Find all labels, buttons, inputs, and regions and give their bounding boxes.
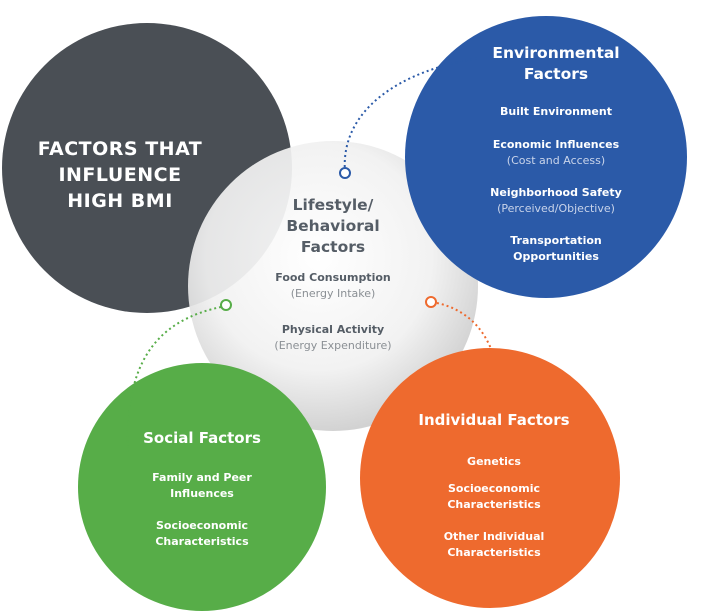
- transportation-label-2: Opportunities: [513, 250, 599, 263]
- environmental-item-built: Built Environment: [456, 104, 656, 120]
- individual-item-other: Other Individual Characteristics: [394, 529, 594, 561]
- lifestyle-item-food: Food Consumption (Energy Intake): [238, 270, 428, 302]
- individual-circle: [360, 348, 620, 608]
- environmental-item-economic: Economic Influences (Cost and Access): [456, 137, 656, 169]
- title-line-1: FACTORS THAT: [37, 138, 203, 160]
- social-heading: Social Factors: [143, 429, 261, 447]
- individual-socioeconomic-label: Socioeconomic: [447, 482, 540, 495]
- physical-activity-detail: (Energy Expenditure): [274, 339, 392, 352]
- main-title: FACTORS THAT INFLUENCE HIGH BMI: [20, 136, 220, 214]
- social-socioeconomic-label: Socioeconomic: [155, 519, 248, 532]
- lifestyle-heading: Lifestyle/ Behavioral Factors: [238, 195, 428, 258]
- other-individual-label-2: Characteristics: [447, 546, 541, 559]
- lifestyle-heading-line-2: Behavioral: [286, 217, 380, 235]
- social-circle: [78, 363, 326, 611]
- other-individual-label: Other Individual: [443, 530, 545, 543]
- family-peer-label: Family and Peer: [152, 471, 252, 484]
- environmental-circle: [405, 16, 687, 298]
- neighborhood-safety-label: Neighborhood Safety: [490, 186, 622, 199]
- environmental-heading-line-2: Factors: [523, 65, 589, 83]
- individual-item-genetics: Genetics: [394, 454, 594, 470]
- social-socioeconomic-label-2: Characteristics: [155, 535, 249, 548]
- transportation-label: Transportation: [510, 234, 602, 247]
- title-line-2: INFLUENCE: [58, 164, 182, 186]
- individual-item-socioeconomic: Socioeconomic Characteristics: [394, 481, 594, 513]
- social-item-socioeconomic: Socioeconomic Characteristics: [102, 518, 302, 550]
- family-peer-label-2: Influences: [170, 487, 234, 500]
- neighborhood-safety-detail: (Perceived/Objective): [497, 202, 615, 215]
- environmental-item-transportation: Transportation Opportunities: [456, 233, 656, 265]
- lifestyle-heading-line-1: Lifestyle/: [292, 196, 374, 214]
- economic-influences-label: Economic Influences: [492, 138, 620, 151]
- environmental-item-safety: Neighborhood Safety (Perceived/Objective…: [456, 185, 656, 217]
- social-connector: [126, 305, 227, 453]
- physical-activity-label: Physical Activity: [281, 323, 385, 336]
- individual-heading: Individual Factors: [418, 411, 570, 429]
- lifestyle-heading-line-3: Factors: [300, 238, 366, 256]
- lifestyle-circle: [188, 141, 478, 431]
- genetics-label: Genetics: [467, 455, 521, 468]
- individual-socioeconomic-label-2: Characteristics: [447, 498, 541, 511]
- individual-connector: [431, 301, 501, 401]
- title-line-3: HIGH BMI: [67, 190, 173, 212]
- environmental-connector-dot: [339, 167, 351, 179]
- economic-influences-detail: (Cost and Access): [506, 154, 606, 167]
- food-consumption-label: Food Consumption: [275, 271, 391, 284]
- lifestyle-item-activity: Physical Activity (Energy Expenditure): [238, 322, 428, 354]
- individual-connector-dot: [425, 296, 437, 308]
- social-connector-dot: [220, 299, 232, 311]
- social-item-family: Family and Peer Influences: [102, 470, 302, 502]
- environmental-heading-line-1: Environmental: [492, 44, 620, 62]
- environmental-heading: Environmental Factors: [456, 43, 656, 85]
- environmental-connector: [343, 57, 481, 173]
- food-consumption-detail: (Energy Intake): [290, 287, 376, 300]
- built-environment-label: Built Environment: [500, 105, 612, 118]
